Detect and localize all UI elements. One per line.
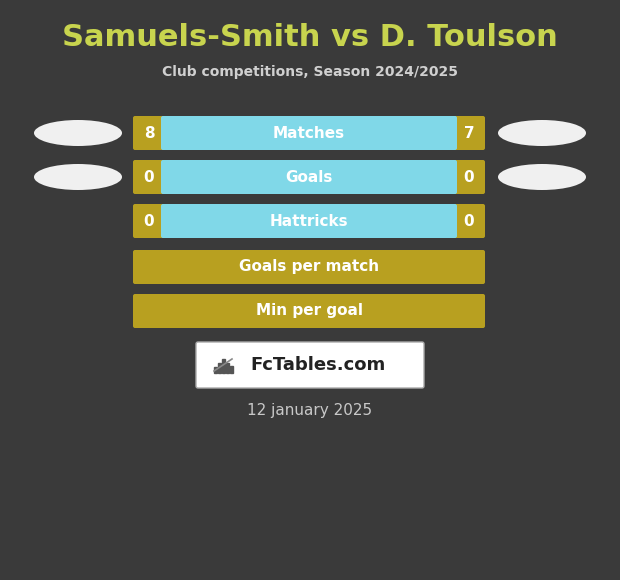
Text: 7: 7 (464, 125, 474, 140)
FancyBboxPatch shape (161, 116, 457, 150)
Bar (214, 367, 217, 373)
FancyBboxPatch shape (161, 160, 457, 194)
Text: 0: 0 (144, 213, 154, 229)
Text: 0: 0 (464, 169, 474, 184)
Ellipse shape (498, 164, 586, 190)
Bar (218, 363, 221, 373)
Text: 12 january 2025: 12 january 2025 (247, 403, 373, 418)
Bar (222, 359, 225, 373)
Text: 0: 0 (144, 169, 154, 184)
FancyBboxPatch shape (133, 250, 485, 284)
Bar (226, 363, 229, 373)
FancyBboxPatch shape (133, 116, 485, 150)
FancyBboxPatch shape (133, 294, 485, 328)
Text: 0: 0 (464, 213, 474, 229)
Bar (230, 366, 233, 373)
Text: 8: 8 (144, 125, 154, 140)
Text: Goals: Goals (285, 169, 333, 184)
Text: Club competitions, Season 2024/2025: Club competitions, Season 2024/2025 (162, 65, 458, 79)
Text: Hattricks: Hattricks (270, 213, 348, 229)
FancyBboxPatch shape (133, 160, 485, 194)
Text: FcTables.com: FcTables.com (250, 356, 386, 374)
FancyBboxPatch shape (196, 342, 424, 388)
Text: Goals per match: Goals per match (239, 259, 379, 274)
FancyBboxPatch shape (161, 204, 457, 238)
Ellipse shape (498, 120, 586, 146)
Ellipse shape (34, 120, 122, 146)
Ellipse shape (34, 164, 122, 190)
Text: Min per goal: Min per goal (255, 303, 363, 318)
Text: Samuels-Smith vs D. Toulson: Samuels-Smith vs D. Toulson (62, 24, 558, 53)
FancyBboxPatch shape (133, 204, 485, 238)
Text: Matches: Matches (273, 125, 345, 140)
